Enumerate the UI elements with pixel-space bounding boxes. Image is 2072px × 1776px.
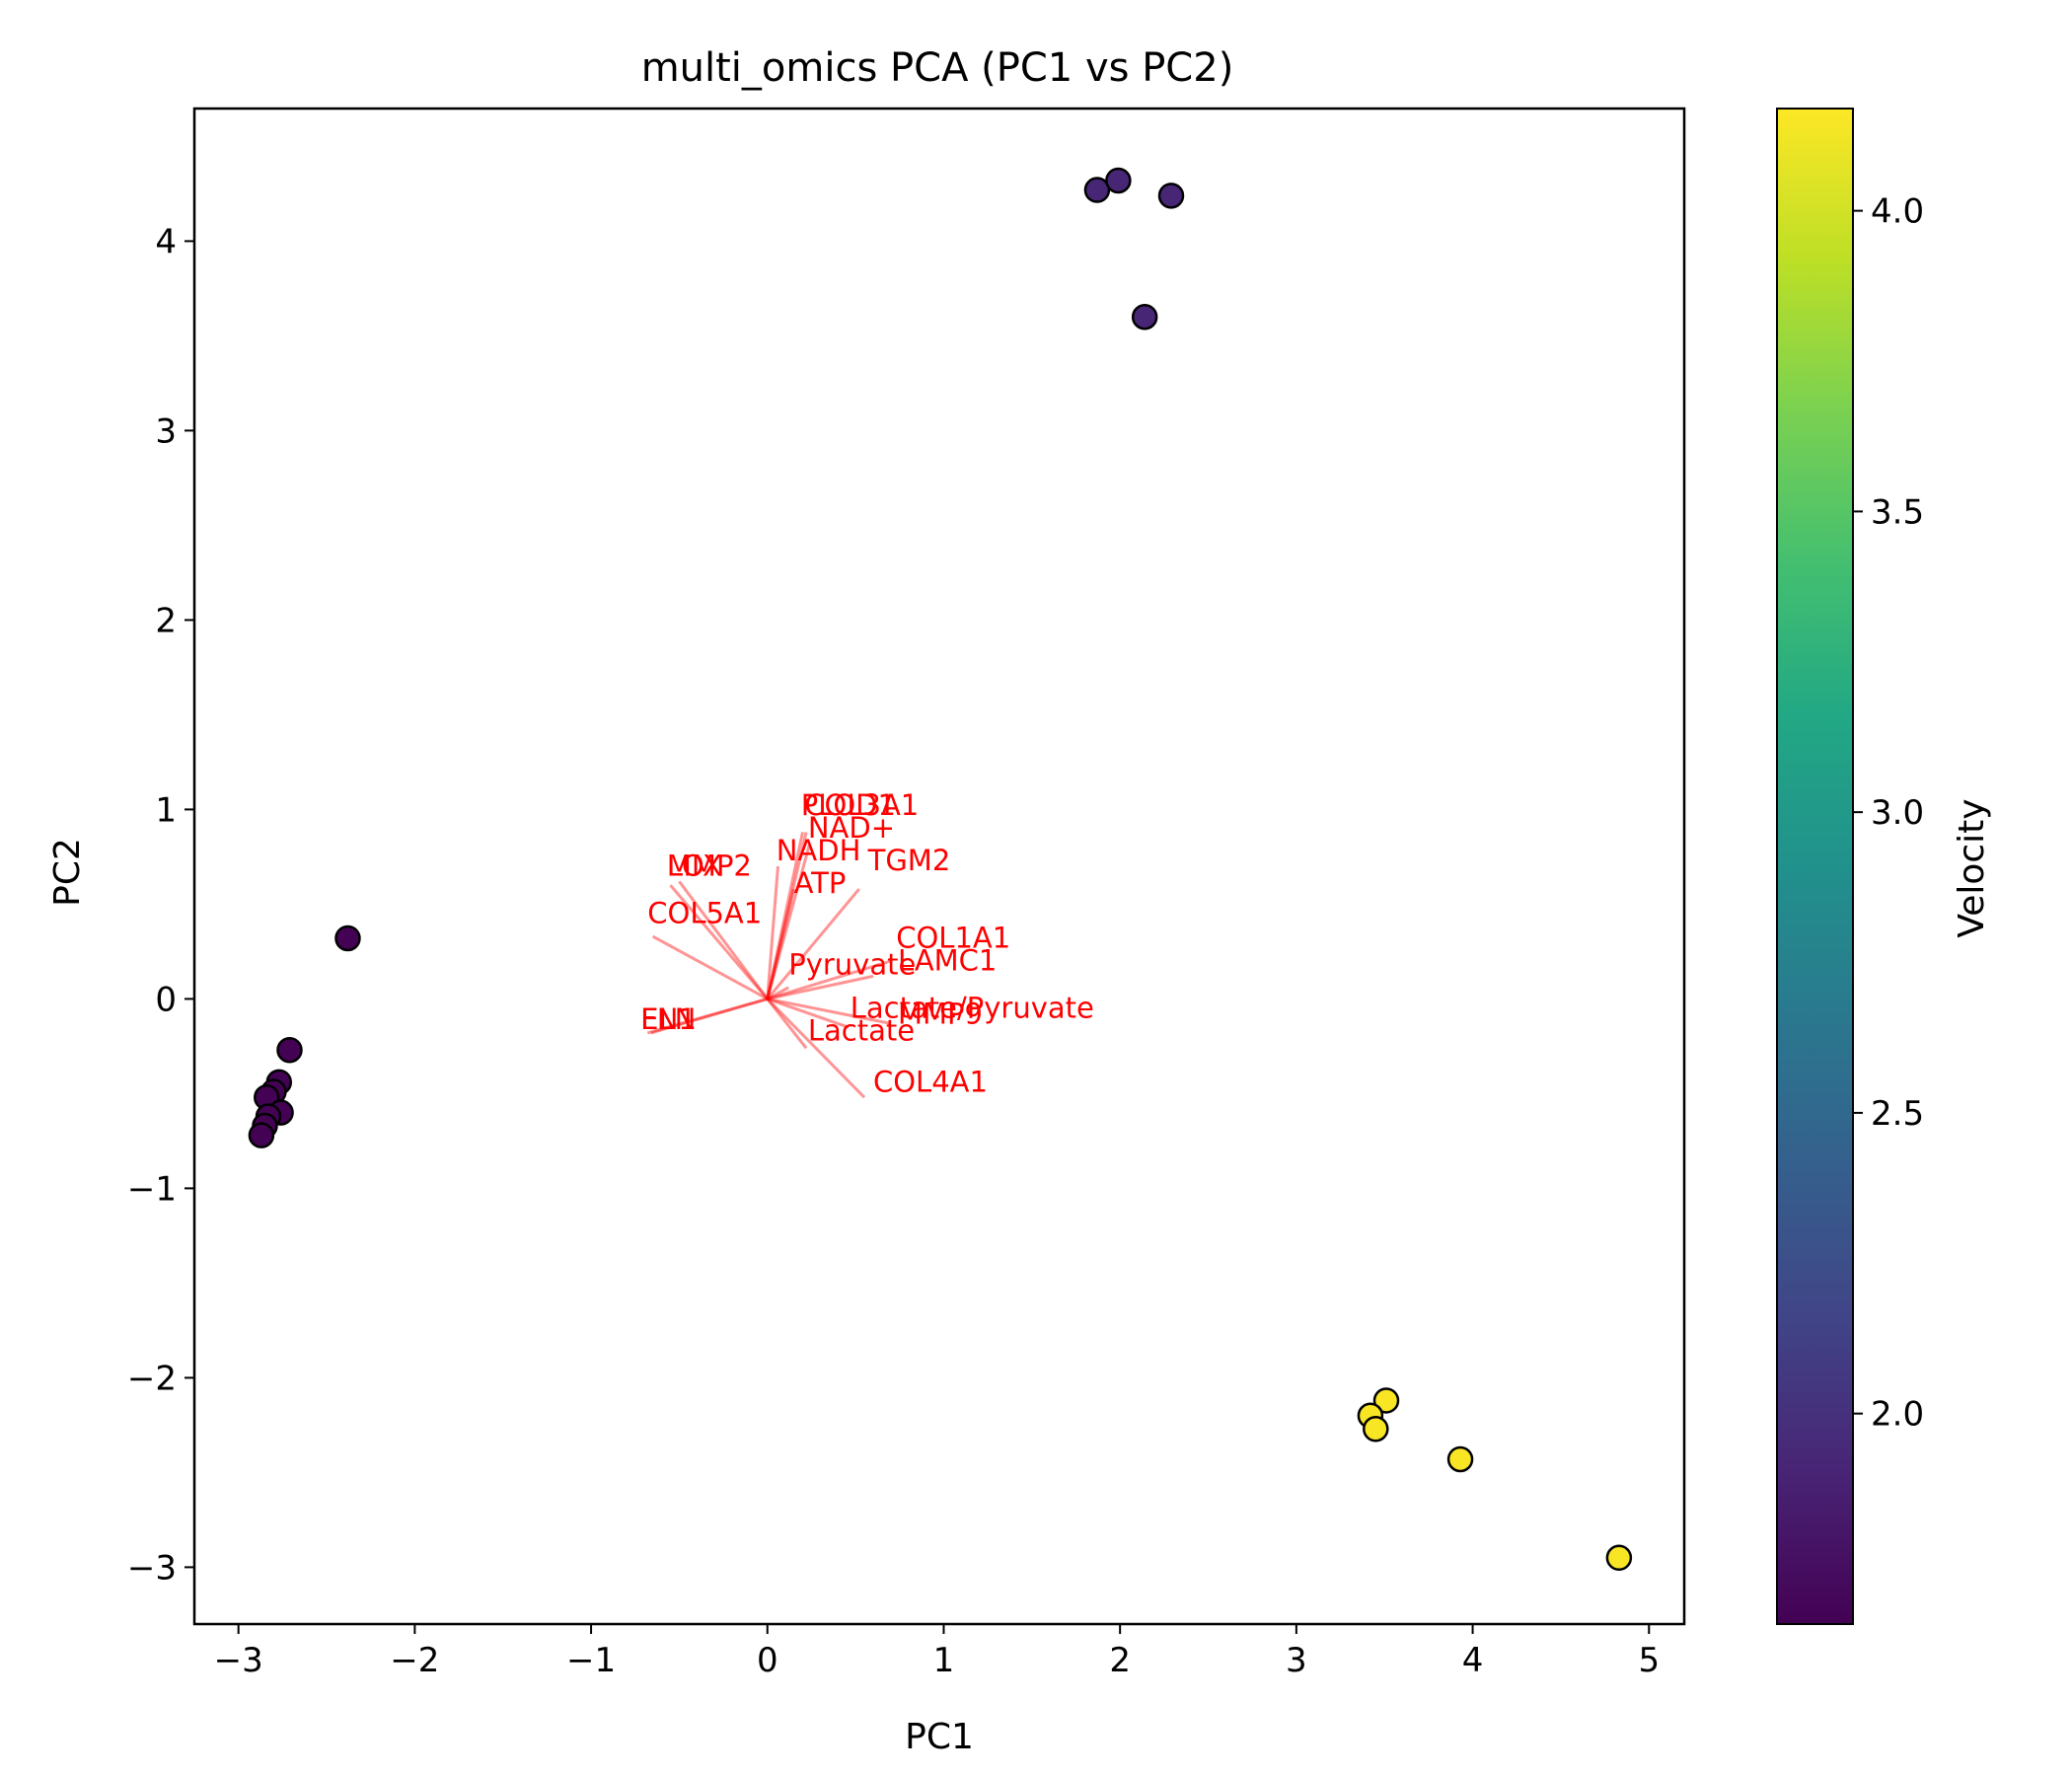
scatter-point [1131,303,1158,331]
loading-arrow [767,959,892,1000]
loading-label: NAD+ [808,811,895,845]
x-tick-label: 0 [757,1641,778,1680]
loading-label: Pyruvate [788,947,916,981]
scatter-point [334,925,361,952]
chart-title: multi_omics PCA (PC1 vs PC2) [641,45,1234,91]
colorbar-label: Velocity [1952,798,1992,937]
loading-label: COL5A1 [647,897,762,930]
loading-arrow [767,986,789,1000]
loading-arrow [678,880,769,1000]
loading-label: ELN [640,1002,696,1036]
loading-arrow [766,843,812,999]
colorbar-tick-label: 3.5 [1871,492,1924,532]
x-tick-label: 1 [933,1641,955,1680]
colorbar: Velocity 2.0 2.5 3.0 3.5 4.0 [1776,108,1992,1625]
y-tick-label: 1 [155,790,177,830]
colorbar-tick-label: 3.0 [1871,793,1924,833]
x-tick-label: −2 [390,1641,439,1680]
loading-arrow [766,832,804,999]
x-axis-label: PC1 [905,1717,974,1757]
loading-label: COL1A1 [896,922,1010,955]
loading-arrow [766,998,866,1099]
colorbar-tick-label: 4.0 [1871,192,1924,232]
y-tick-label: −3 [127,1548,177,1588]
x-tick-label: 3 [1286,1641,1307,1680]
loading-label: PLOD1 [801,788,896,822]
scatter-point [1083,177,1111,203]
scatter-point [1105,167,1132,194]
loading-arrow [766,865,779,999]
colorbar-tick-label: 2.0 [1871,1395,1924,1435]
colorbar-gradient [1776,108,1854,1625]
x-tick-label: 5 [1638,1641,1660,1680]
loading-arrow [767,997,850,1029]
y-tick-label: 3 [155,411,177,451]
y-axis-label: PC2 [47,838,88,907]
colorbar-tick-label: 2.5 [1871,1094,1924,1134]
loading-arrow [766,998,808,1050]
scatter-point [1157,183,1185,209]
loading-label: COL3A1 [804,788,919,822]
loading-label: Lactate [808,1014,915,1048]
loading-arrow [651,934,769,1000]
loading-label: LAMC1 [898,944,997,978]
loading-label: MMP9 [898,997,983,1030]
scatter-point [1446,1445,1474,1473]
loading-arrow [767,997,892,1025]
loading-arrow [646,997,769,1035]
y-tick-label: 0 [155,980,177,1019]
loading-label: MMP2 [667,850,752,883]
scatter-point [248,1122,275,1148]
scatter-point [1605,1544,1633,1572]
plot-frame [192,107,1686,1626]
loading-label: TGM2 [867,844,951,877]
scatter-point [1363,1415,1389,1443]
loading-arrow [669,884,769,1000]
scatter-point [1372,1387,1400,1414]
loading-arrow [766,888,860,1000]
y-tick-label: 4 [155,222,177,261]
x-tick-label: 2 [1109,1641,1131,1680]
scatter-point [276,1036,303,1064]
loading-label: LOX [667,850,722,883]
loading-label: ATP [794,866,847,900]
loading-label: NADH [777,834,861,867]
y-tick-label: 2 [155,601,177,640]
loading-arrow [650,997,769,1035]
y-tick-label: −2 [127,1359,177,1398]
loading-arrow [767,974,874,1000]
y-tick-label: −1 [127,1169,177,1209]
loading-label: COL4A1 [873,1065,988,1098]
loading-label: FN1 [640,1002,697,1036]
x-tick-label: −1 [566,1641,616,1680]
loading-arrow [766,832,808,999]
x-tick-label: 4 [1462,1641,1484,1680]
loading-label: Lactate/Pyruvate [851,992,1094,1025]
loading-arrow [766,888,796,999]
x-tick-label: −3 [214,1641,263,1680]
